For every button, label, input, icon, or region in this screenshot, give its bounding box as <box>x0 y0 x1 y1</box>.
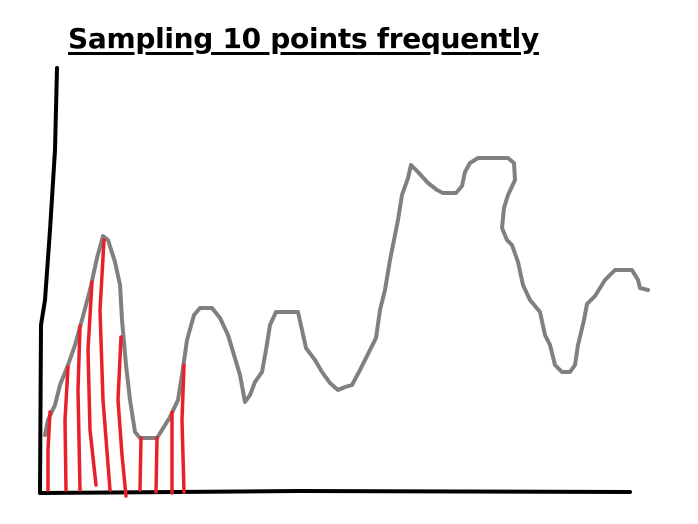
x-axis <box>38 488 632 495</box>
sample-line <box>138 436 143 492</box>
sample-line <box>76 324 82 492</box>
sample-line <box>86 280 98 487</box>
sample-line <box>154 436 159 494</box>
sample-line <box>98 238 112 492</box>
signal-curve <box>43 156 650 440</box>
sample-line <box>116 335 128 498</box>
diagram-title: Sampling 10 points frequently <box>68 22 539 55</box>
sample-line <box>46 410 52 492</box>
sample-lines <box>46 238 186 498</box>
sample-line <box>180 363 186 494</box>
sample-line <box>63 365 70 492</box>
y-axis <box>38 66 59 494</box>
